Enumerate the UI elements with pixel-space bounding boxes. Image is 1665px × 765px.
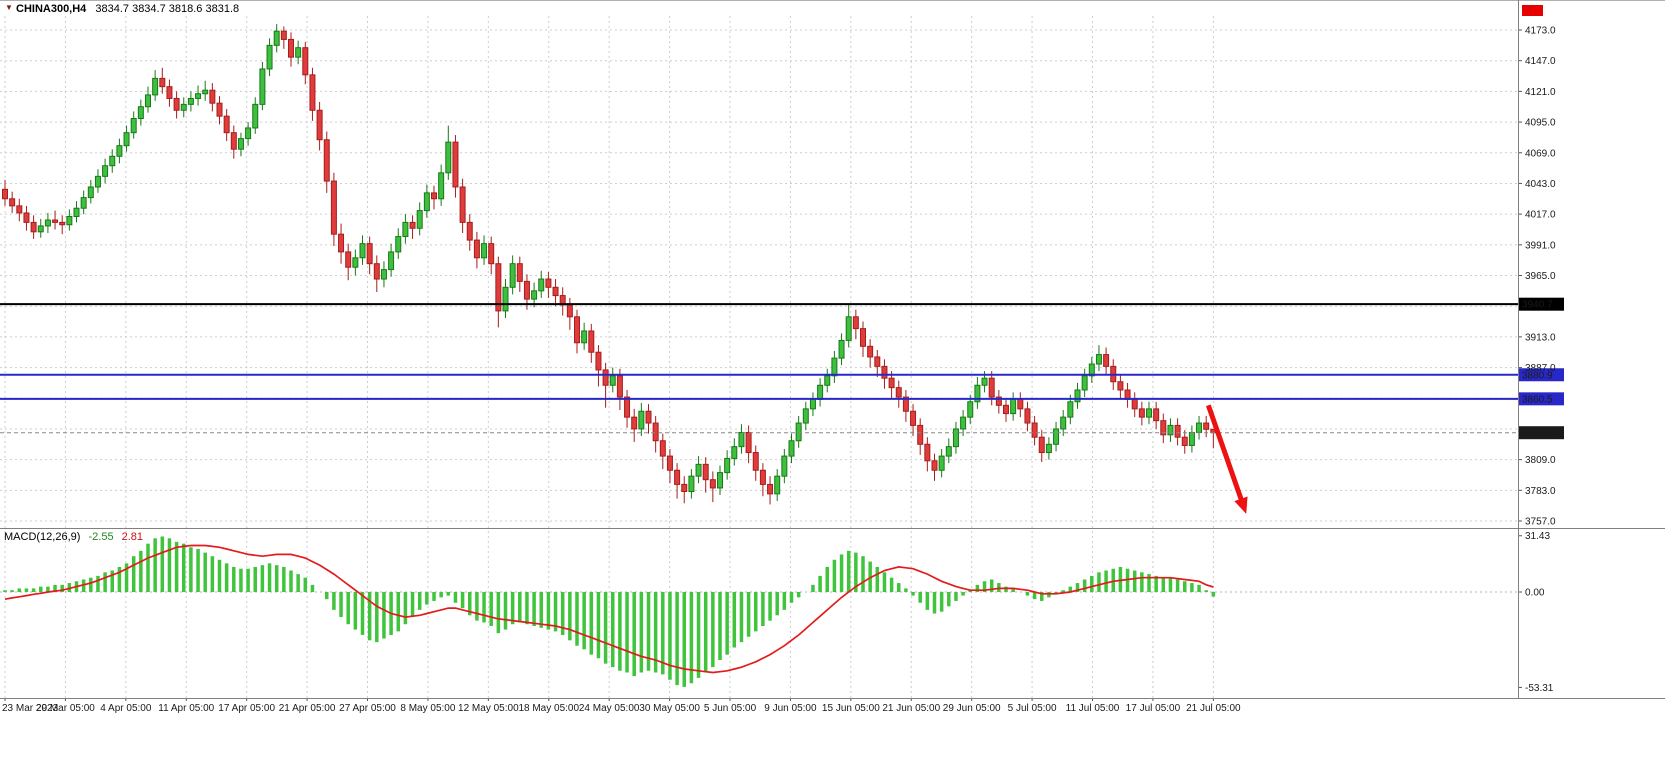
svg-text:17 Jul 05:00: 17 Jul 05:00 [1126, 703, 1181, 714]
svg-text:17 Apr 05:00: 17 Apr 05:00 [218, 703, 275, 714]
price-axis-labels: 4173.0 4147.0 4121.0 4095.0 4069.0 4043.0 4017… [1518, 26, 1556, 528]
macd-indicator-label: MACD(12,26,9) -2.55 2.81 [4, 531, 143, 543]
macd-name: MACD(12,26,9) [4, 531, 81, 543]
svg-text:3860.5: 3860.5 [1522, 394, 1553, 405]
svg-text:4 Apr 05:00: 4 Apr 05:00 [100, 703, 152, 714]
symbol-name: CHINA300,H4 [16, 3, 87, 15]
svg-text:0.00: 0.00 [1525, 588, 1545, 599]
svg-text:5 Jul 05:00: 5 Jul 05:00 [1008, 703, 1057, 714]
svg-text:29 Mar 05:00: 29 Mar 05:00 [36, 703, 95, 714]
macd-axis-labels: 31.43 0.00 -53.31 [1518, 531, 1554, 694]
svg-text:9 Jun 05:00: 9 Jun 05:00 [764, 703, 817, 714]
svg-text:4043.0: 4043.0 [1525, 179, 1556, 190]
svg-text:8 May 05:00: 8 May 05:00 [400, 703, 455, 714]
svg-text:30 May 05:00: 30 May 05:00 [639, 703, 700, 714]
svg-text:3940.7: 3940.7 [1522, 300, 1553, 311]
macd-signal-line [4, 544, 1214, 674]
svg-text:3757.0: 3757.0 [1525, 517, 1556, 528]
svg-text:11 Apr 05:00: 11 Apr 05:00 [158, 703, 214, 714]
svg-text:24 May 05:00: 24 May 05:00 [579, 703, 640, 714]
macd-main-value: -2.55 [88, 531, 114, 543]
svg-text:4069.0: 4069.0 [1525, 148, 1556, 159]
macd-signal-value: 2.81 [121, 531, 144, 543]
red-indicator-badge [1522, 5, 1543, 16]
macd-histogram [3, 536, 1216, 687]
svg-text:23 Mar 2023: 23 Mar 2023 [2, 703, 59, 714]
svg-text:3887.0: 3887.0 [1525, 363, 1556, 374]
svg-text:4173.0: 4173.0 [1525, 26, 1556, 37]
price-level-badges: 3940.7 3880.9 3860.5 3831.8 [1518, 297, 1564, 440]
svg-text:21 Apr 05:00: 21 Apr 05:00 [279, 703, 336, 714]
svg-text:12 May 05:00: 12 May 05:00 [458, 703, 519, 714]
svg-text:29 Jun 05:00: 29 Jun 05:00 [943, 703, 1001, 714]
svg-text:21 Jul 05:00: 21 Jul 05:00 [1186, 703, 1241, 714]
svg-text:27 Apr 05:00: 27 Apr 05:00 [339, 703, 396, 714]
svg-text:31.43: 31.43 [1525, 531, 1550, 542]
svg-text:3783.0: 3783.0 [1525, 486, 1556, 497]
svg-text:15 Jun 05:00: 15 Jun 05:00 [822, 703, 880, 714]
svg-text:21 Jun 05:00: 21 Jun 05:00 [882, 703, 940, 714]
symbol-title: CHINA300,H4 3834.7 3834.7 3818.6 3831.8 [16, 3, 239, 15]
price-level-lines[interactable] [0, 303, 1518, 434]
svg-text:-53.31: -53.31 [1525, 683, 1554, 694]
svg-text:3880.9: 3880.9 [1522, 370, 1553, 381]
candles-layer [2, 24, 1217, 505]
trend-arrow[interactable] [1205, 404, 1248, 514]
svg-text:3809.0: 3809.0 [1525, 455, 1556, 466]
svg-text:3913.0: 3913.0 [1525, 332, 1556, 343]
svg-text:4121.0: 4121.0 [1525, 87, 1556, 98]
svg-text:3831.8: 3831.8 [1522, 428, 1553, 439]
svg-text:4017.0: 4017.0 [1525, 210, 1556, 221]
svg-text:3965.0: 3965.0 [1525, 271, 1556, 282]
ohlc-values: 3834.7 3834.7 3818.6 3831.8 [95, 3, 240, 15]
svg-text:4147.0: 4147.0 [1525, 56, 1556, 67]
svg-text:4095.0: 4095.0 [1525, 118, 1556, 129]
svg-text:5 Jun 05:00: 5 Jun 05:00 [704, 703, 757, 714]
svg-text:18 May 05:00: 18 May 05:00 [518, 703, 579, 714]
panel-separators [0, 0, 1665, 699]
svg-text:11 Jul 05:00: 11 Jul 05:00 [1066, 703, 1120, 714]
svg-text:3991.0: 3991.0 [1525, 240, 1556, 251]
symbol-dropdown-icon[interactable]: ▼ [5, 3, 13, 12]
